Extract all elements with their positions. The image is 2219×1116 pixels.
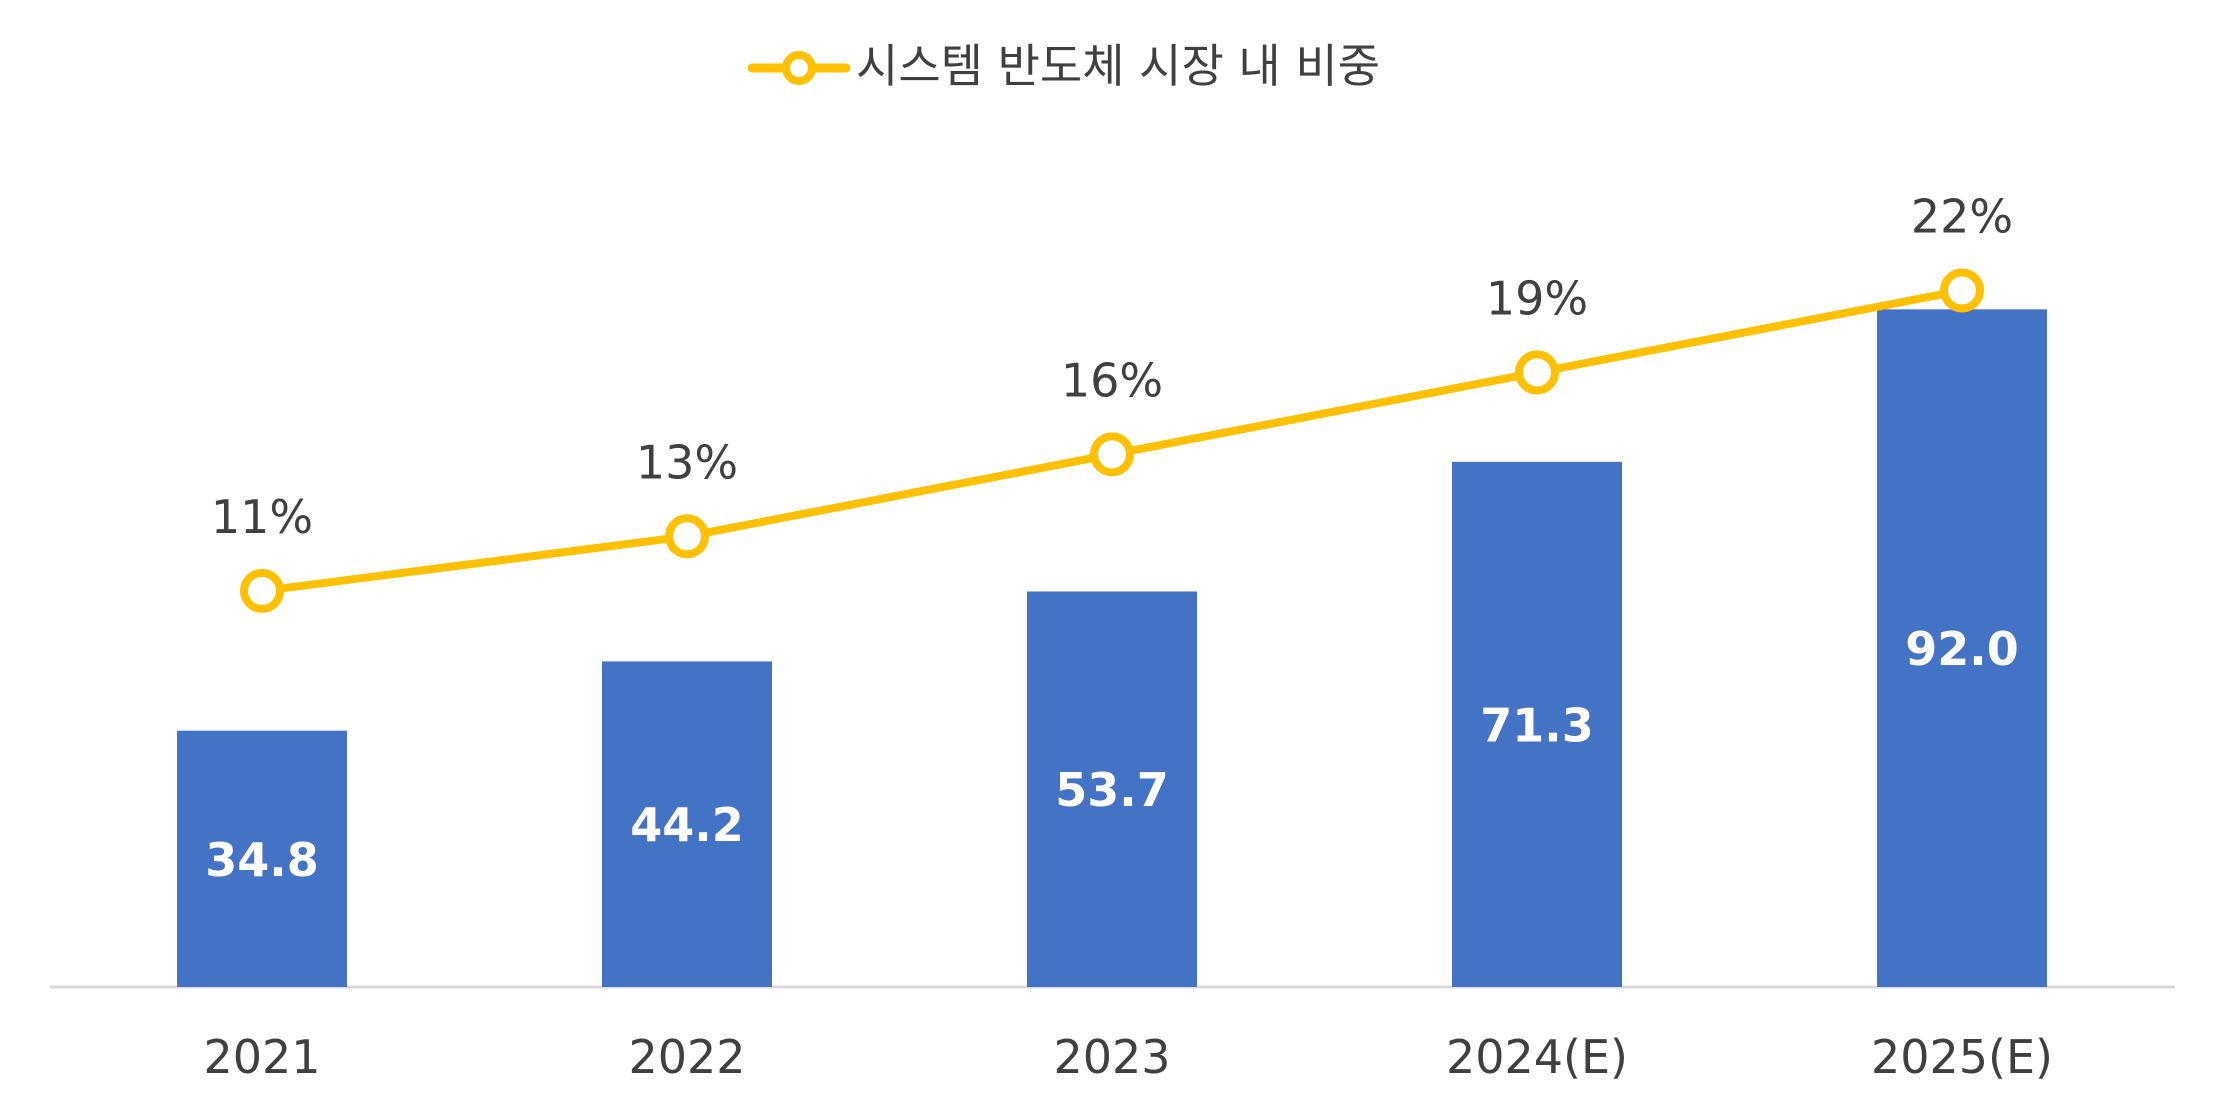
bar-data-labels: 34.8 44.2 53.7 71.3 92.0 [205, 622, 2019, 887]
x-tick-labels: 2021 2022 2023 2024(E) 2025(E) [203, 1030, 2053, 1084]
line-point-marker [240, 568, 284, 613]
x-tick-label: 2022 [628, 1030, 745, 1084]
bar-value-label: 53.7 [1055, 763, 1169, 817]
legend-marker-swatch [782, 51, 816, 85]
bar [177, 730, 347, 987]
x-tick-label: 2023 [1053, 1030, 1170, 1084]
line-value-label: 16% [1061, 353, 1163, 407]
x-tick-label: 2025(E) [1871, 1030, 2053, 1084]
bar [602, 661, 772, 987]
legend-label: 시스템 반도체 시장 내 비중 [856, 39, 1380, 93]
bar-value-label: 44.2 [630, 798, 744, 852]
bar-value-label: 71.3 [1480, 698, 1594, 752]
bar [1452, 461, 1622, 987]
line-data-labels: 11% 13% 16% 19% 22% [211, 189, 2013, 543]
line-point-marker [1515, 350, 1559, 395]
bar [1027, 591, 1197, 987]
bar-value-label: 34.8 [205, 833, 319, 887]
line-point-marker [665, 514, 709, 559]
line-value-label: 19% [1486, 271, 1588, 325]
line-value-label: 13% [636, 435, 738, 489]
line-point-marker [1090, 432, 1134, 477]
x-tick-label: 2024(E) [1446, 1030, 1628, 1084]
bar-value-label: 92.0 [1905, 622, 2019, 676]
x-tick-label: 2021 [203, 1030, 320, 1084]
line-value-label: 11% [211, 490, 313, 544]
legend: 시스템 반도체 시장 내 비중 [747, 39, 1380, 93]
bar [1877, 309, 2047, 987]
line-value-label: 22% [1911, 189, 2013, 243]
line-series [240, 268, 1984, 613]
bar-series [177, 309, 2047, 987]
line-point-marker [1940, 268, 1984, 313]
